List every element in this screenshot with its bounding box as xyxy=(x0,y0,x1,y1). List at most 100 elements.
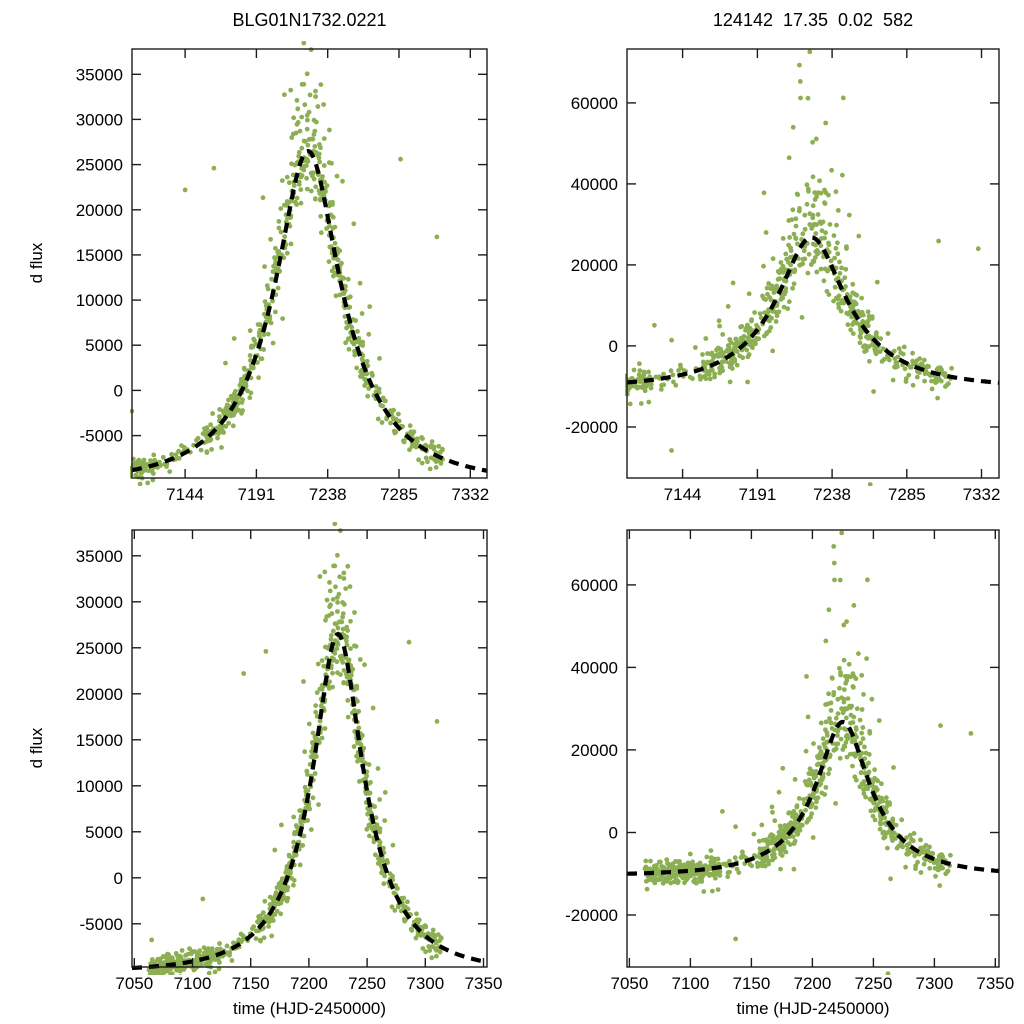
data-point xyxy=(761,190,767,196)
data-point xyxy=(666,862,672,868)
data-point xyxy=(312,771,318,776)
data-point xyxy=(380,858,386,864)
data-point xyxy=(668,368,674,374)
data-point xyxy=(343,283,348,289)
data-point xyxy=(878,336,884,342)
data-point xyxy=(715,887,721,892)
x-axis-label-bottom-right: time (HJD-2450000) xyxy=(736,999,890,1018)
data-point xyxy=(425,931,431,936)
data-point xyxy=(436,443,442,449)
data-point xyxy=(432,932,438,938)
data-point xyxy=(313,88,318,94)
data-point xyxy=(340,611,346,616)
data-point xyxy=(795,192,801,198)
data-point xyxy=(773,319,779,324)
data-point xyxy=(316,151,322,157)
data-point xyxy=(823,785,829,790)
data-point xyxy=(323,617,328,623)
data-point xyxy=(178,974,183,975)
data-point xyxy=(328,602,333,608)
data-point xyxy=(749,863,755,869)
data-point xyxy=(792,777,798,782)
data-point xyxy=(354,365,360,371)
data-point xyxy=(807,49,813,55)
data-point xyxy=(833,245,839,251)
data-point xyxy=(885,971,891,975)
data-point xyxy=(857,717,863,723)
data-point xyxy=(841,657,847,663)
data-point xyxy=(407,423,413,429)
data-point xyxy=(279,822,284,828)
data-point xyxy=(298,200,304,206)
data-point xyxy=(398,156,403,162)
data-point xyxy=(876,718,882,723)
x-tick-label: 7200 xyxy=(290,974,328,993)
data-point xyxy=(320,174,325,179)
x-tick-label: 7332 xyxy=(451,485,489,504)
data-point xyxy=(352,610,357,615)
data-point xyxy=(297,862,303,868)
data-point xyxy=(769,315,774,321)
data-point xyxy=(414,911,419,917)
data-point xyxy=(867,358,872,364)
x-tick-label: 7238 xyxy=(309,485,347,504)
data-point xyxy=(657,877,663,882)
data-point xyxy=(258,913,263,919)
data-point xyxy=(870,813,876,819)
data-point xyxy=(334,173,340,179)
data-point xyxy=(901,344,907,350)
data-point xyxy=(312,196,318,202)
data-point xyxy=(839,265,844,271)
data-point xyxy=(819,228,825,234)
data-point xyxy=(860,736,866,742)
data-point xyxy=(774,313,780,319)
data-point xyxy=(383,398,388,404)
data-point xyxy=(815,795,821,801)
data-point xyxy=(289,135,295,141)
data-point xyxy=(907,364,913,370)
data-point xyxy=(854,734,859,740)
y-tick-label: 0 xyxy=(609,337,618,356)
data-point xyxy=(345,336,351,342)
data-point xyxy=(375,416,381,422)
data-point xyxy=(799,315,805,320)
data-point xyxy=(846,661,852,667)
data-point xyxy=(843,284,848,289)
data-point xyxy=(333,293,339,299)
data-point xyxy=(885,331,891,336)
data-point xyxy=(857,340,863,346)
data-point xyxy=(306,109,312,115)
data-point xyxy=(360,339,366,345)
data-point xyxy=(364,371,370,377)
data-point xyxy=(884,809,889,815)
data-point xyxy=(284,250,290,256)
data-point xyxy=(835,741,841,747)
data-point xyxy=(296,150,302,155)
data-point xyxy=(335,552,340,558)
data-point xyxy=(801,248,807,254)
data-point xyxy=(868,808,874,814)
data-point xyxy=(265,331,271,337)
x-tick-label: 7332 xyxy=(963,485,1001,504)
data-point xyxy=(798,95,803,101)
data-point xyxy=(936,238,941,244)
data-point xyxy=(835,275,841,281)
data-point xyxy=(182,187,188,193)
data-point xyxy=(861,779,867,784)
data-point xyxy=(707,376,713,382)
data-point xyxy=(834,222,839,228)
data-point xyxy=(151,452,157,458)
data-point xyxy=(791,866,797,872)
data-point xyxy=(423,442,429,448)
data-point xyxy=(145,480,151,486)
data-point xyxy=(813,136,819,142)
data-point xyxy=(313,184,319,190)
data-point xyxy=(335,257,341,263)
data-point xyxy=(304,175,309,181)
x-tick-label: 7150 xyxy=(232,974,270,993)
data-point xyxy=(837,259,842,265)
data-point xyxy=(194,962,200,968)
data-point xyxy=(677,859,682,864)
data-point xyxy=(864,656,869,661)
data-point xyxy=(426,944,432,949)
